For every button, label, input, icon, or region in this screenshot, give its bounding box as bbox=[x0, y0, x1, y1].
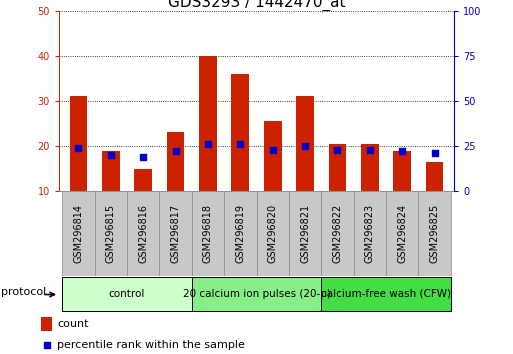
Bar bbox=[426, 162, 443, 191]
Bar bbox=[393, 150, 411, 191]
Point bbox=[269, 147, 277, 153]
Text: GSM296814: GSM296814 bbox=[73, 204, 84, 263]
Bar bbox=[160, 191, 192, 276]
Point bbox=[236, 141, 244, 147]
Bar bbox=[321, 191, 353, 276]
Text: GSM296819: GSM296819 bbox=[235, 204, 245, 263]
Bar bbox=[62, 277, 192, 311]
Bar bbox=[94, 191, 127, 276]
Point bbox=[139, 154, 147, 160]
Point bbox=[398, 149, 406, 154]
Title: GDS3293 / 1442470_at: GDS3293 / 1442470_at bbox=[168, 0, 345, 11]
Text: percentile rank within the sample: percentile rank within the sample bbox=[57, 339, 245, 350]
Bar bbox=[289, 191, 321, 276]
Point bbox=[366, 147, 374, 153]
Text: GSM296822: GSM296822 bbox=[332, 204, 343, 263]
Bar bbox=[353, 191, 386, 276]
Bar bbox=[328, 144, 346, 191]
Point bbox=[301, 143, 309, 149]
Text: GSM296825: GSM296825 bbox=[429, 204, 440, 263]
Bar bbox=[41, 317, 52, 331]
Bar bbox=[321, 277, 451, 311]
Point bbox=[107, 152, 115, 158]
Bar bbox=[264, 121, 282, 191]
Text: protocol: protocol bbox=[1, 287, 47, 297]
Text: GSM296816: GSM296816 bbox=[138, 204, 148, 263]
Bar bbox=[134, 169, 152, 191]
Text: GSM296824: GSM296824 bbox=[397, 204, 407, 263]
Bar bbox=[62, 191, 94, 276]
Text: GSM296820: GSM296820 bbox=[268, 204, 278, 263]
Bar bbox=[192, 191, 224, 276]
Point bbox=[171, 149, 180, 154]
Bar bbox=[167, 132, 185, 191]
Point bbox=[430, 150, 439, 156]
Text: GSM296817: GSM296817 bbox=[170, 204, 181, 263]
Point bbox=[204, 141, 212, 147]
Text: GSM296818: GSM296818 bbox=[203, 204, 213, 263]
Bar bbox=[361, 144, 379, 191]
Point bbox=[43, 342, 51, 348]
Bar bbox=[256, 191, 289, 276]
Text: GSM296821: GSM296821 bbox=[300, 204, 310, 263]
Text: GSM296815: GSM296815 bbox=[106, 204, 116, 263]
Text: GSM296823: GSM296823 bbox=[365, 204, 375, 263]
Bar bbox=[199, 56, 217, 191]
Text: calcium-free wash (CFW): calcium-free wash (CFW) bbox=[321, 289, 451, 299]
Bar bbox=[127, 191, 160, 276]
Bar bbox=[224, 191, 256, 276]
Text: 20 calcium ion pulses (20-p): 20 calcium ion pulses (20-p) bbox=[183, 289, 330, 299]
Bar bbox=[296, 96, 314, 191]
Text: control: control bbox=[109, 289, 145, 299]
Point bbox=[333, 147, 342, 153]
Bar bbox=[231, 74, 249, 191]
Bar bbox=[70, 96, 87, 191]
Point bbox=[74, 145, 83, 151]
Bar bbox=[102, 150, 120, 191]
Bar bbox=[386, 191, 419, 276]
Text: count: count bbox=[57, 319, 89, 329]
Bar bbox=[192, 277, 321, 311]
Bar bbox=[419, 191, 451, 276]
